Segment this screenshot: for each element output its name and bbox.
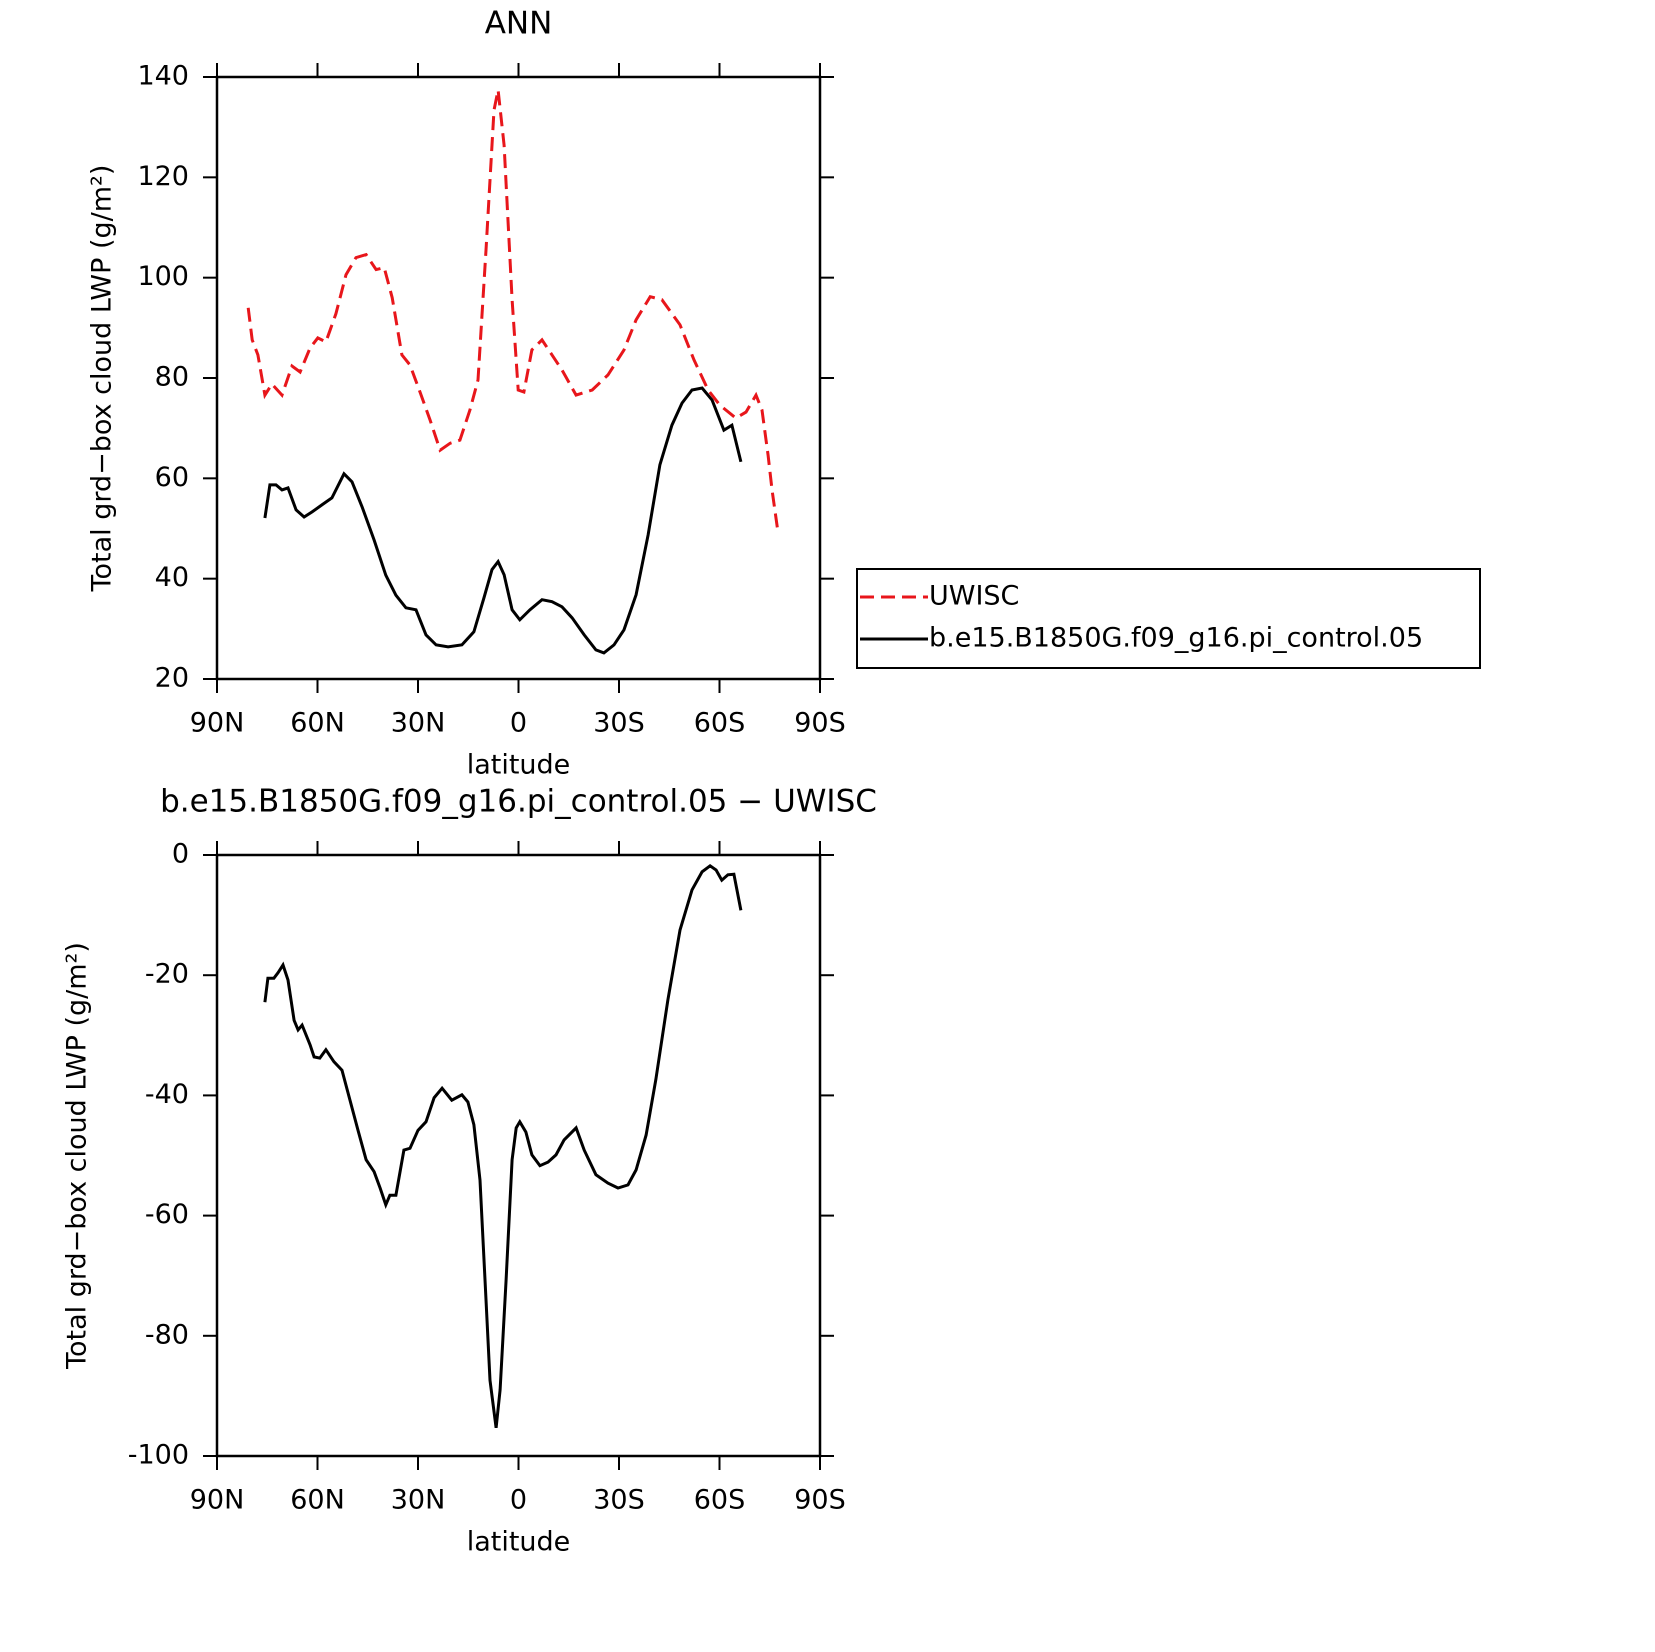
series-line [263, 386, 743, 655]
x-tick-label: 60N [290, 708, 345, 739]
x-tick-label: 60S [694, 1485, 746, 1516]
y-tick-label: -20 [145, 959, 189, 990]
y-axis-title: Total grd−box cloud LWP (g/m²) [87, 165, 118, 593]
x-tick-label: 90S [794, 708, 846, 739]
y-tick-label: -40 [145, 1079, 189, 1110]
x-axis-title: latitude [467, 750, 571, 781]
legend-label: UWISC [929, 581, 1019, 612]
legend-box [856, 568, 1481, 669]
x-tick-label: 90N [190, 1485, 245, 1516]
plot-frame [215, 75, 822, 681]
y-tick-label: 80 [155, 362, 189, 393]
x-tick-label: 0 [510, 1485, 527, 1516]
x-tick-label: 30S [593, 1485, 645, 1516]
y-tick-label: 120 [137, 161, 189, 192]
y-tick-label: 140 [137, 61, 189, 92]
y-tick-label: -60 [145, 1199, 189, 1230]
series-line [246, 89, 780, 534]
y-tick-label: 0 [172, 839, 189, 870]
plot-frame [215, 853, 822, 1458]
x-tick-label: 30N [391, 708, 446, 739]
y-tick-label: -80 [145, 1319, 189, 1350]
chart-title: b.e15.B1850G.f09_g16.pi_control.05 − UWI… [160, 784, 877, 820]
y-axis-title: Total grd−box cloud LWP (g/m²) [62, 942, 93, 1370]
legend-label: b.e15.B1850G.f09_g16.pi_control.05 [929, 623, 1423, 654]
x-tick-label: 60N [290, 1485, 345, 1516]
x-tick-label: 60S [694, 708, 746, 739]
y-tick-label: 100 [137, 261, 189, 292]
y-tick-label: 40 [155, 562, 189, 593]
chart-title: ANN [485, 6, 553, 42]
y-tick-label: 60 [155, 462, 189, 493]
x-tick-label: 90S [794, 1485, 846, 1516]
y-tick-label: -100 [128, 1440, 189, 1471]
x-tick-label: 30N [391, 1485, 446, 1516]
x-axis-title: latitude [467, 1527, 571, 1558]
x-tick-label: 0 [510, 708, 527, 739]
y-tick-label: 20 [155, 663, 189, 694]
x-tick-label: 30S [593, 708, 645, 739]
series-line [263, 863, 743, 1428]
x-tick-label: 90N [190, 708, 245, 739]
